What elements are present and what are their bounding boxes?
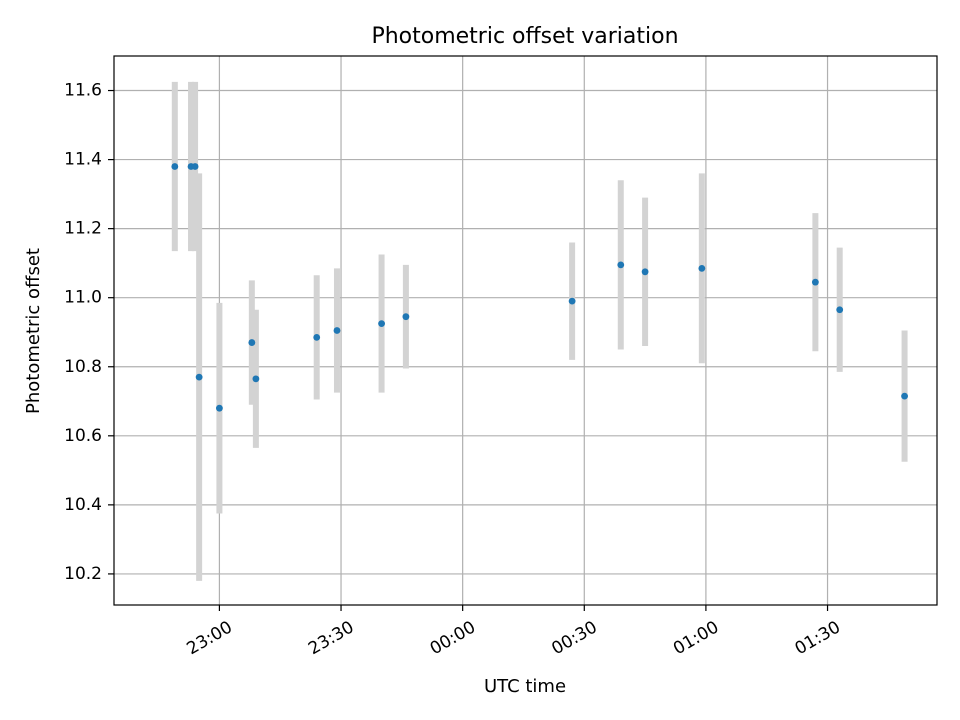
data-point (216, 404, 223, 412)
x-axis-label: UTC time (484, 676, 566, 697)
data-point (617, 261, 625, 269)
data-point (568, 297, 576, 305)
y-tick-label: 11.6 (64, 81, 102, 101)
plot-frame (113, 55, 938, 606)
data-point (248, 339, 256, 346)
data-point (402, 313, 410, 321)
data-point (811, 278, 819, 286)
data-points (171, 163, 908, 412)
y-tick-label: 10.4 (64, 495, 102, 515)
data-point (836, 306, 844, 314)
grid (114, 56, 937, 605)
y-tick-label: 11.0 (64, 288, 102, 308)
y-tick-label: 10.2 (64, 564, 102, 584)
y-tick-label: 10.6 (64, 426, 102, 446)
data-point (252, 375, 260, 383)
y-axis-label: Photometric offset (23, 248, 44, 414)
data-point (333, 327, 341, 334)
data-point (313, 334, 321, 341)
data-point (195, 373, 203, 381)
data-point (191, 163, 199, 170)
data-point (698, 264, 706, 272)
chart-title: Photometric offset variation (371, 24, 678, 49)
data-point (378, 320, 385, 327)
data-point (901, 392, 908, 400)
y-tick-label: 11.4 (64, 150, 102, 170)
data-point (641, 268, 649, 276)
y-tick-label: 11.2 (64, 219, 102, 239)
y-tick-label: 10.8 (64, 357, 102, 377)
data-point (171, 163, 179, 170)
